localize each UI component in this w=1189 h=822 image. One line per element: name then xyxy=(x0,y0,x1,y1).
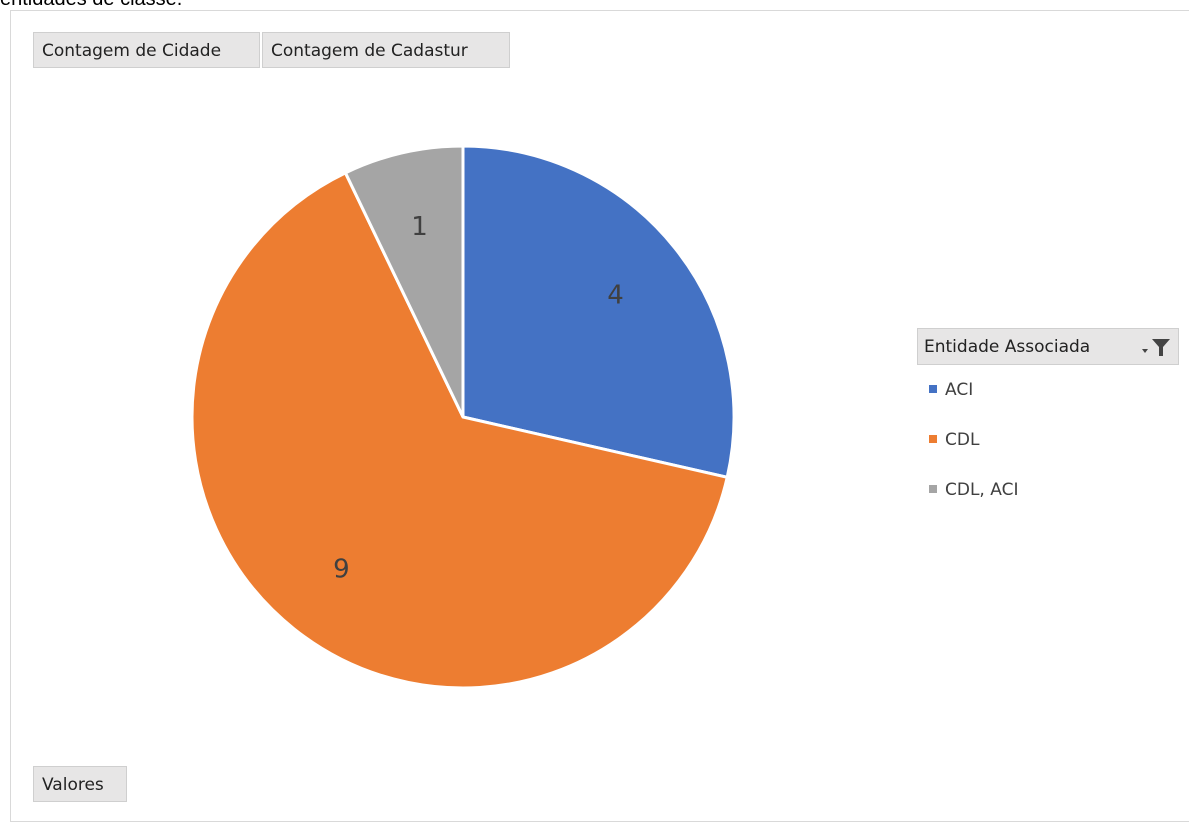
legend-swatch xyxy=(929,485,937,493)
pie-slice-aci xyxy=(461,144,736,480)
field-button-valores[interactable]: Valores xyxy=(33,766,127,802)
legend-title: Entidade Associada xyxy=(924,337,1091,357)
data-label: 4 xyxy=(607,280,624,310)
legend-label: CDL xyxy=(945,430,980,450)
data-label: 1 xyxy=(411,212,428,242)
filter-dropdown-icon[interactable] xyxy=(1138,336,1172,358)
field-button-contagem-cadastur[interactable]: Contagem de Cadastur xyxy=(262,32,510,68)
data-label: 9 xyxy=(333,555,350,585)
field-button-contagem-cidade[interactable]: Contagem de Cidade xyxy=(33,32,260,68)
pie-slice-cdl xyxy=(190,170,730,690)
header-text: entidades de classe. xyxy=(0,0,182,11)
legend-swatch xyxy=(929,435,937,443)
pie-slice-cdl-aci xyxy=(343,144,465,418)
legend-item-aci: ACI xyxy=(929,378,973,402)
legend-item-cdl: CDL xyxy=(929,428,979,452)
legend-item-cdl-aci: CDL, ACI xyxy=(929,478,1018,502)
legend-filter-button[interactable]: Entidade Associada xyxy=(917,328,1179,365)
legend-label: ACI xyxy=(945,380,974,400)
legend-label: CDL, ACI xyxy=(945,480,1019,500)
legend-swatch xyxy=(929,385,937,393)
